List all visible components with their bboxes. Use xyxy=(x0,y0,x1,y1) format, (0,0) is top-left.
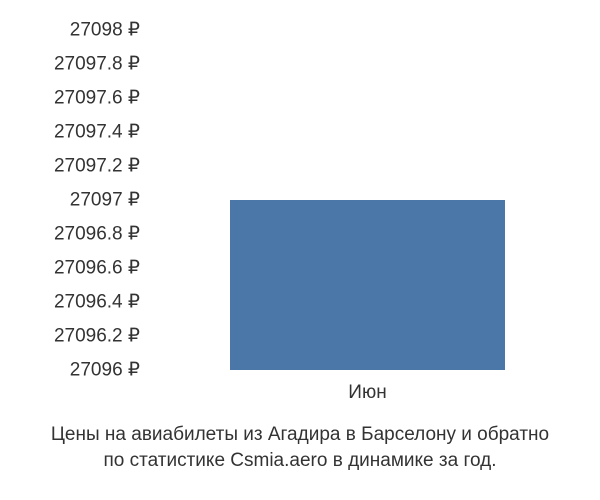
y-tick-label: 27098 ₽ xyxy=(70,19,140,42)
plot-area: Июн xyxy=(145,30,590,370)
y-tick-label: 27096.2 ₽ xyxy=(54,325,140,348)
y-tick-label: 27097 ₽ xyxy=(70,189,140,212)
y-tick-label: 27097.4 ₽ xyxy=(54,121,140,144)
y-axis: 27098 ₽27097.8 ₽27097.6 ₽27097.4 ₽27097.… xyxy=(10,30,140,370)
y-tick-label: 27097.2 ₽ xyxy=(54,155,140,178)
x-tick-label: Июн xyxy=(348,382,386,404)
y-tick-label: 27096.6 ₽ xyxy=(54,257,140,280)
chart-container: 27098 ₽27097.8 ₽27097.6 ₽27097.4 ₽27097.… xyxy=(10,30,590,410)
y-tick-label: 27096.8 ₽ xyxy=(54,223,140,246)
caption-line-2: по статистике Csmia.aero в динамике за г… xyxy=(104,450,497,471)
y-tick-label: 27096.4 ₽ xyxy=(54,291,140,314)
chart-caption: Цены на авиабилеты из Агадира в Барселон… xyxy=(0,422,600,475)
caption-line-1: Цены на авиабилеты из Агадира в Барселон… xyxy=(51,424,549,445)
y-tick-label: 27097.6 ₽ xyxy=(54,87,140,110)
y-tick-label: 27096 ₽ xyxy=(70,359,140,382)
bar xyxy=(230,200,506,370)
y-tick-label: 27097.8 ₽ xyxy=(54,53,140,76)
